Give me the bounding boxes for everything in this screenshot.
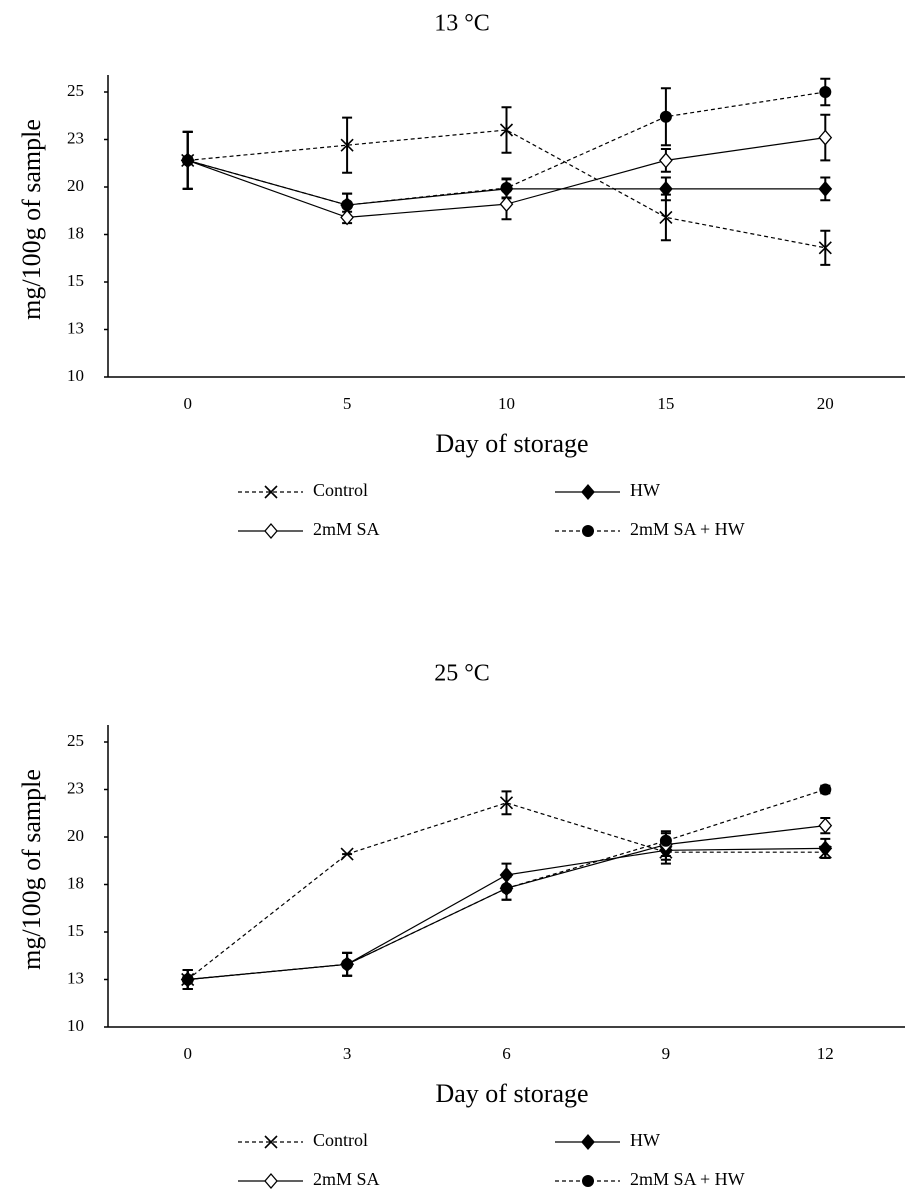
x-tick-label: 15 (657, 394, 674, 413)
legend-label: Control (313, 480, 368, 500)
marker (659, 180, 673, 197)
chart-title: 25 °C (434, 661, 490, 687)
y-tick-label: 23 (67, 778, 84, 797)
marker (181, 154, 194, 167)
legend-label: 2mM SA + HW (630, 1169, 745, 1189)
series-line (187, 129, 826, 249)
y-tick-label: 13 (67, 968, 84, 987)
legend-marker (581, 1134, 595, 1150)
legend-marker (264, 523, 278, 539)
x-tick-label: 0 (183, 1044, 192, 1063)
series-line (187, 802, 826, 980)
legend-marker (264, 1135, 278, 1149)
marker (818, 840, 833, 857)
y-tick-label: 13 (67, 318, 84, 337)
marker (818, 129, 833, 146)
series-line (187, 825, 826, 981)
legend-label: Control (313, 1130, 368, 1150)
legend-label: HW (630, 480, 660, 500)
y-tick-label: 20 (67, 826, 84, 845)
x-tick-label: 0 (183, 394, 192, 413)
marker (659, 152, 673, 169)
marker (818, 241, 832, 255)
legend-marker (582, 525, 594, 537)
legend-label: 2mM SA (313, 519, 380, 539)
legend-label: 2mM SA (313, 1169, 380, 1189)
marker (499, 123, 514, 137)
x-axis-title: Day of storage (435, 429, 588, 458)
marker (659, 210, 673, 224)
x-tick-label: 5 (343, 394, 352, 413)
marker (341, 199, 354, 212)
y-tick-label: 20 (67, 176, 84, 195)
legend-marker (264, 485, 278, 499)
y-axis-title: mg/100g of sample (17, 769, 46, 970)
marker (340, 138, 354, 152)
legend-marker (264, 1173, 278, 1189)
y-tick-label: 25 (67, 731, 84, 750)
marker (500, 882, 513, 895)
legend-marker (581, 484, 595, 500)
y-tick-label: 18 (67, 873, 84, 892)
marker (499, 867, 514, 883)
legend-marker (582, 1175, 594, 1187)
y-tick-label: 15 (67, 921, 84, 940)
x-tick-label: 9 (662, 1044, 671, 1063)
marker (818, 180, 833, 197)
x-tick-label: 20 (817, 394, 834, 413)
marker (500, 181, 513, 194)
marker (819, 783, 832, 796)
x-tick-label: 6 (502, 1044, 511, 1063)
y-tick-label: 10 (67, 366, 84, 385)
marker (659, 110, 672, 123)
marker (819, 86, 832, 98)
y-tick-label: 10 (67, 1016, 84, 1035)
legend-label: 2mM SA + HW (630, 519, 745, 539)
marker (181, 973, 194, 986)
marker (341, 958, 354, 971)
y-tick-label: 25 (67, 81, 84, 100)
y-tick-label: 18 (67, 223, 84, 242)
marker (499, 796, 514, 810)
marker (340, 209, 354, 226)
legend-label: HW (630, 1130, 660, 1150)
x-tick-label: 12 (817, 1044, 834, 1063)
y-tick-label: 23 (67, 128, 84, 147)
y-axis-title: mg/100g of sample (17, 119, 46, 320)
x-tick-label: 3 (343, 1044, 352, 1063)
marker (340, 847, 354, 861)
x-axis-title: Day of storage (435, 1079, 588, 1108)
marker (659, 834, 672, 847)
marker (499, 196, 514, 213)
y-tick-label: 15 (67, 271, 84, 290)
marker (818, 817, 833, 834)
x-tick-label: 10 (498, 394, 515, 413)
chart-title: 13 °C (434, 11, 490, 37)
